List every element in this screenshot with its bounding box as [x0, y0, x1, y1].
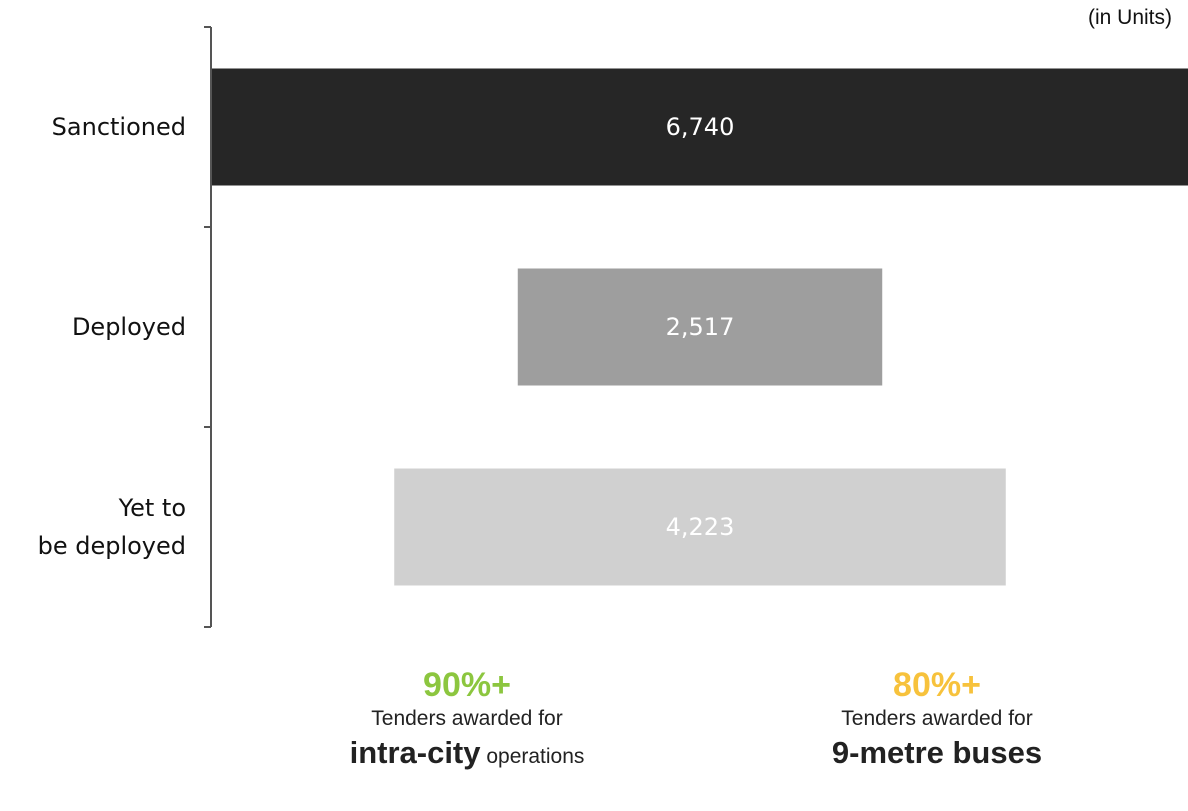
- unit-note: (in Units): [1087, 6, 1172, 29]
- bar-yet-to-be-deployed: [394, 468, 1006, 586]
- stat-highlight-line: intra-city operations: [257, 735, 677, 777]
- category-label: Yet to: [118, 494, 186, 522]
- category-label: Deployed: [72, 313, 186, 341]
- stat-caption: Tenders awarded for: [841, 707, 1033, 730]
- category-label: be deployed: [38, 532, 186, 560]
- stat-percent: 80%+: [893, 666, 981, 704]
- bar-value-label: 6,740: [666, 113, 735, 141]
- bar-value-label: 4,223: [666, 513, 735, 541]
- stat-9-metre-buses: 80%+ Tenders awarded for 9-metre buses: [727, 665, 1147, 777]
- bar-sanctioned: [212, 68, 1188, 186]
- stat-percent: 90%+: [423, 666, 511, 704]
- stat-caption: Tenders awarded for: [371, 707, 563, 730]
- category-label: Sanctioned: [52, 113, 186, 141]
- funnel-chart: 6,740 Sanctioned 2,517 Deployed 4,223 Yet to b…: [38, 26, 1188, 628]
- stat-intra-city: 90%+ Tenders awarded for intra-city oper…: [257, 665, 677, 777]
- stat-highlight-line: 9-metre buses: [727, 735, 1147, 777]
- bar-deployed: [517, 268, 883, 386]
- stat-highlight: 9-metre buses: [831, 735, 1043, 770]
- stat-highlight: intra-city: [349, 735, 481, 770]
- bar-value-label: 2,517: [666, 313, 735, 341]
- stat-highlight-rest: operations: [480, 745, 585, 768]
